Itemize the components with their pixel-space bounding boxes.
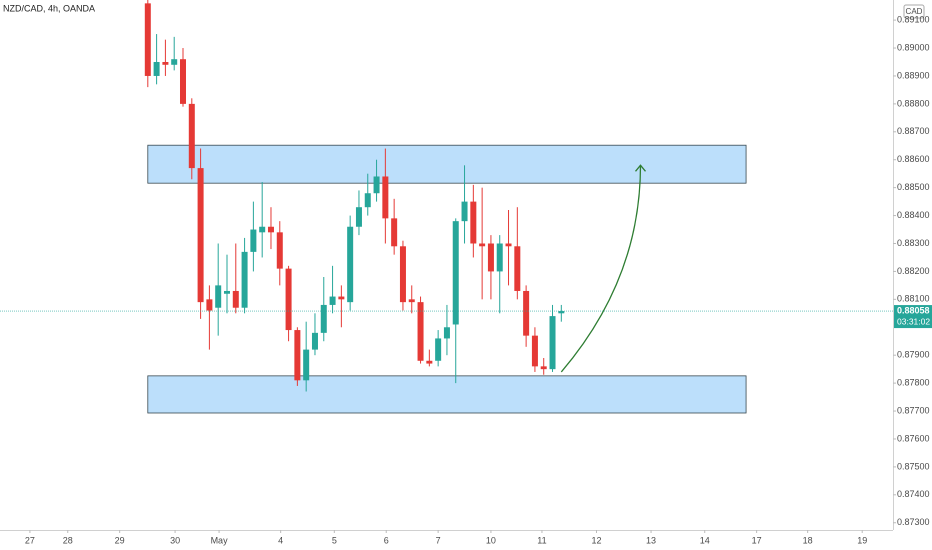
- y-tick-label: 0.87700: [897, 405, 930, 415]
- candle-body: [426, 360, 433, 364]
- countdown-label: 03:31:02: [897, 316, 930, 326]
- plot: [144, 0, 747, 414]
- x-tick-label: 27: [25, 535, 35, 545]
- x-tick-label: 13: [646, 535, 656, 545]
- x-tick-label: 18: [803, 535, 813, 545]
- candle-body: [479, 243, 486, 247]
- candle-body: [223, 290, 230, 294]
- y-tick-label: 0.88400: [897, 210, 930, 220]
- y-tick-label: 0.88200: [897, 266, 930, 276]
- y-tick-label: 0.88100: [897, 294, 930, 304]
- x-tick-label: 19: [857, 535, 867, 545]
- candle-body: [338, 296, 345, 300]
- candle-body: [391, 218, 398, 247]
- candle-body: [329, 296, 336, 305]
- candle-body: [215, 285, 222, 308]
- x-tick-label: 17: [752, 535, 762, 545]
- candle-body: [197, 168, 204, 303]
- x-tick-label: May: [211, 535, 229, 545]
- candle-body: [320, 304, 327, 333]
- candle-body: [417, 302, 424, 361]
- candle-body: [276, 232, 283, 269]
- y-tick-label: 0.87600: [897, 433, 930, 443]
- y-tick-label: 0.87300: [897, 517, 930, 527]
- candle-body: [250, 229, 257, 252]
- candle-body: [399, 246, 406, 303]
- candle-body: [443, 327, 450, 339]
- candle-body: [496, 243, 503, 272]
- candle-body: [311, 332, 318, 350]
- y-tick-label: 0.87900: [897, 350, 930, 360]
- candle-body: [347, 226, 354, 303]
- currency-label: CAD: [906, 7, 923, 16]
- y-tick-label: 0.88800: [897, 98, 930, 108]
- y-tick-label: 0.87500: [897, 461, 930, 471]
- currency-box: [903, 4, 925, 19]
- candle-body: [531, 335, 538, 367]
- candle-body: [285, 268, 292, 331]
- candle-body: [259, 226, 266, 233]
- candle-body: [294, 330, 301, 381]
- x-tick-label: 29: [115, 535, 125, 545]
- candle-body: [373, 176, 380, 194]
- candle-body: [487, 243, 494, 272]
- candle-body: [558, 311, 565, 314]
- y-tick-label: 0.88900: [897, 70, 930, 80]
- arrow-curve: [560, 165, 642, 373]
- y-tick-label: 0.88600: [897, 154, 930, 164]
- candle-body: [355, 207, 362, 227]
- y-tick-label: 0.87800: [897, 377, 930, 387]
- y-tick-label: 0.89000: [897, 42, 930, 52]
- x-tick-label: 7: [436, 535, 441, 545]
- y-tick-label: 0.88700: [897, 126, 930, 136]
- arrow-head: [634, 164, 646, 172]
- candle-body: [514, 246, 521, 291]
- symbol-title: NZD/CAD, 4h, OANDA: [3, 3, 95, 13]
- candle-body: [540, 366, 547, 370]
- last-price-label: 0.88058: [897, 305, 930, 315]
- candle-body: [241, 251, 248, 308]
- zone: [147, 375, 747, 414]
- zone: [147, 144, 747, 184]
- candle-body: [162, 61, 169, 65]
- candle-body: [303, 349, 310, 381]
- candle-body: [188, 103, 195, 169]
- x-tick-label: 14: [700, 535, 710, 545]
- x-tick-label: 12: [591, 535, 601, 545]
- candle-body: [232, 290, 239, 308]
- x-tick-label: 28: [63, 535, 73, 545]
- candle-body: [435, 338, 442, 361]
- candle-body: [382, 176, 389, 219]
- x-tick-label: 6: [384, 535, 389, 545]
- candle-body: [206, 299, 213, 311]
- y-tick-label: 0.88300: [897, 238, 930, 248]
- x-tick-label: 11: [537, 535, 546, 545]
- candle-body: [364, 193, 371, 208]
- candle-body: [171, 59, 178, 65]
- last-price-box: [894, 305, 932, 329]
- candle-body: [408, 299, 415, 303]
- candle-body: [505, 243, 512, 247]
- candle-body: [452, 221, 459, 325]
- x-tick-label: 10: [486, 535, 496, 545]
- candle-body: [470, 201, 477, 244]
- candle-body: [523, 290, 530, 336]
- candle-body: [267, 226, 274, 233]
- candle-body: [144, 3, 151, 76]
- candle-body: [549, 316, 556, 370]
- x-tick-label: 5: [332, 535, 337, 545]
- y-tick-label: 0.88500: [897, 182, 930, 192]
- candle-body: [461, 201, 468, 222]
- x-tick-label: 30: [170, 535, 180, 545]
- y-tick-label: 0.87400: [897, 489, 930, 499]
- candle-body: [179, 59, 186, 104]
- y-tick-label: 0.89100: [897, 14, 930, 24]
- x-tick-label: 4: [278, 535, 283, 545]
- candle-body: [153, 61, 160, 76]
